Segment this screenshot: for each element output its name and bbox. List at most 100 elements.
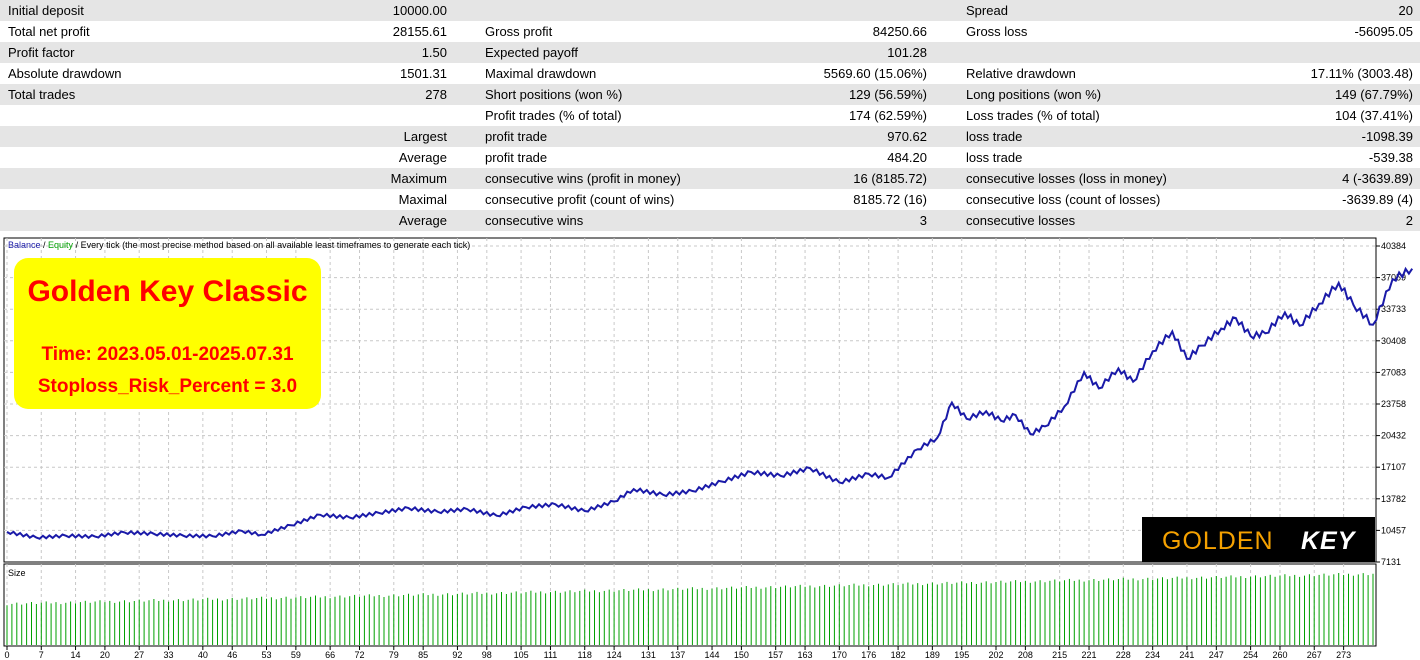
x-tick-label: 14 [71,650,81,660]
x-tick-label: 92 [452,650,462,660]
x-tick-label: 46 [227,650,237,660]
golden-key-logo: GOLDEN KEY [1142,517,1375,562]
x-tick-label: 150 [734,650,749,660]
report-cell-label-3: Spread [966,3,1008,18]
report-cell-value-2: 101.28 [887,45,927,60]
logo-word-golden: GOLDEN [1162,527,1274,555]
x-tick-label: 182 [891,650,906,660]
x-tick-label: 215 [1052,650,1067,660]
x-tick-label: 33 [164,650,174,660]
test-period: Time: 2023.05.01-2025.07.31 [41,344,294,365]
size-plot-frame [3,563,1377,647]
report-cell-label-3: Long positions (won %) [966,87,1102,102]
report-row: Total net profit 28155.61 Gross profit 8425… [0,21,1420,42]
report-cell-label-1: Absolute drawdown [8,66,122,81]
chart-description: / Every tick (the most precise method ba… [73,240,470,250]
x-tick-label: 260 [1272,650,1287,660]
report-cell-value-3: 2 [1405,213,1413,228]
report-cell-label-1: Initial deposit [8,3,84,18]
report-cell-label-2: Profit trades (% of total) [485,108,622,123]
legend-sep: / [41,240,49,250]
report-cell-label-2: profit trade [485,150,548,165]
x-tick-label: 221 [1082,650,1097,660]
risk-setting: Stoploss_Risk_Percent = 3.0 [37,376,298,397]
x-tick-label: 59 [291,650,301,660]
report-cell-label-2: consecutive wins (profit in money) [485,171,681,186]
report-row: Average profit trade 484.20 loss trade -539.… [0,147,1420,168]
y-tick-label: 17107 [1381,462,1406,472]
report-cell-value-3: 20 [1398,3,1413,18]
report-cell-value-3: -56095.05 [1354,24,1413,39]
report-cell-label-1: Total net profit [8,24,90,39]
svg-text:Balance / Equity / Every tick: Balance / Equity / Every tick (the most … [8,240,470,250]
x-tick-label: 157 [768,650,783,660]
x-tick-label: 0 [4,650,9,660]
report-row: Total trades 278 Short positions (won %) 12… [0,84,1420,105]
report-cell-label-1: Total trades [8,87,76,102]
report-cell-value-3: 104 (37.41%) [1334,108,1413,123]
balance-series-line [6,266,1414,540]
report-cell-value-2: 129 (56.59%) [848,87,927,102]
report-cell-value-1: 1501.31 [400,66,447,81]
y-tick-label: 20432 [1381,431,1406,441]
report-cell-label-1: Profit factor [8,45,75,60]
y-tick-label: 23758 [1381,399,1406,409]
size-bars [6,573,1374,645]
report-row: Maximum consecutive wins (profit in money… [0,168,1420,189]
report-cell-value-1: 278 [425,87,447,102]
x-tick-label: 241 [1179,650,1194,660]
report-row: Largest profit trade 970.62 loss trade -1098… [0,126,1420,147]
report-cell-label-3: consecutive losses [966,213,1076,228]
report-cell-value-1: 28155.61 [392,24,447,39]
x-tick-label: 124 [607,650,622,660]
x-tick-label: 234 [1145,650,1160,660]
report-cell-value-3: 4 (-3639.89) [1342,171,1413,186]
report-cell-value-3: -539.38 [1368,150,1413,165]
x-tick-label: 202 [988,650,1003,660]
report-cell-label-3: Relative drawdown [966,66,1076,81]
x-tick-label: 228 [1116,650,1131,660]
report-cell-value-3: 17.11% (3003.48) [1310,66,1413,81]
report-row: Profit trades (% of total) 174 (62.59%) Lo… [0,105,1420,126]
report-cell-value-1: Average [398,150,447,165]
x-tick-label: 40 [198,650,208,660]
x-tick-label: 131 [641,650,656,660]
x-tick-label: 163 [798,650,813,660]
x-tick-label: 7 [39,650,44,660]
report-cell-label-3: Gross loss [966,24,1028,39]
report-table: Initial deposit 10000.00 Spread 20 Total net… [0,0,1420,231]
y-tick-label: 10457 [1381,525,1406,535]
report-cell-label-3: Loss trades (% of total) [966,108,1100,123]
report-cell-value-2: 970.62 [887,129,927,144]
x-tick-label: 267 [1307,650,1322,660]
y-tick-label: 27083 [1381,367,1406,377]
report-cell-label-3: consecutive losses (loss in money) [966,171,1167,186]
report-cell-label-2: Maximal drawdown [485,66,597,81]
x-tick-label: 144 [705,650,720,660]
y-axis: 40384 37059 33733 30408 27083 23758 20432 17107… [1376,241,1406,567]
report-row: Maximal consecutive profit (count of wins… [0,189,1420,210]
report-cell-label-2: Short positions (won %) [485,87,623,102]
report-row: Absolute drawdown 1501.31 Maximal drawdown… [0,63,1420,84]
report-cell-value-3: -3639.89 (4) [1342,192,1413,207]
report-row: Average consecutive wins 3 consecutive loss… [0,210,1420,231]
report-cell-value-1: Largest [403,129,447,144]
report-cell-label-2: profit trade [485,129,548,144]
report-cell-value-2: 174 (62.59%) [848,108,927,123]
x-tick-label: 208 [1018,650,1033,660]
x-tick-label: 176 [861,650,876,660]
report-cell-label-2: consecutive profit (count of wins) [485,192,675,207]
x-tick-label: 85 [418,650,428,660]
legend-balance: Balance [8,240,41,250]
report-cell-label-2: Gross profit [485,24,553,39]
logo-word-key: KEY [1301,527,1356,555]
balance-chart: 40384 37059 33733 30408 27083 23758 20432 17107… [3,237,1414,660]
y-tick-label: 33733 [1381,304,1406,314]
report-cell-value-2: 3 [919,213,927,228]
report-cell-value-1: Maximum [390,171,447,186]
report-cell-value-2: 8185.72 (16) [853,192,927,207]
x-tick-label: 72 [355,650,365,660]
x-tick-label: 170 [832,650,847,660]
y-tick-label: 13782 [1381,494,1406,504]
x-tick-label: 273 [1336,650,1351,660]
